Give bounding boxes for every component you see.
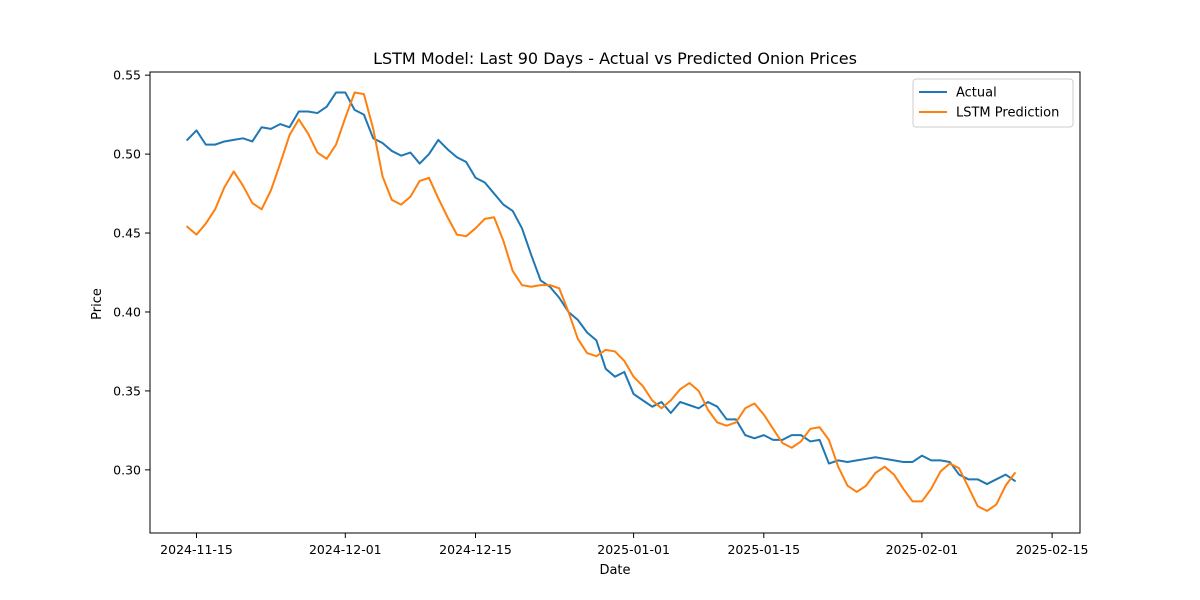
y-tick-label: 0.40 [113, 304, 141, 319]
x-tick-label: 2025-01-01 [597, 542, 670, 557]
legend-box [912, 78, 1074, 128]
x-tick-label: 2024-12-01 [309, 542, 382, 557]
legend-label: Actual [956, 86, 997, 101]
x-tick-label: 2024-11-15 [160, 542, 233, 557]
x-axis: 2024-11-15 2024-12-01 2024-12-15 2025-01-01… [160, 533, 1088, 557]
series-line-prediction [186, 91, 1016, 512]
legend-label: LSTM Prediction [956, 106, 1059, 121]
y-tick-label: 0.45 [113, 226, 141, 241]
y-tick-label: 0.35 [113, 383, 141, 398]
x-tick-label: 2025-01-15 [727, 542, 800, 557]
axes-frame [149, 71, 1081, 534]
y-tick-label: 0.30 [113, 462, 141, 477]
x-axis-label: Date [599, 563, 630, 578]
series-line-actual [186, 91, 1016, 486]
x-tick-label: 2025-02-15 [1016, 542, 1089, 557]
y-axis-label: Price [90, 288, 105, 320]
y-tick-label: 0.50 [113, 147, 141, 162]
legend: Actual LSTM Prediction [912, 78, 1074, 128]
chart-title: LSTM Model: Last 90 Days - Actual vs Pre… [373, 49, 857, 68]
plot-area [186, 91, 1016, 512]
y-tick-label: 0.55 [113, 68, 141, 83]
y-axis: 0.30 0.35 0.40 0.45 0.50 0.55 [113, 68, 150, 477]
x-tick-label: 2025-02-01 [886, 542, 959, 557]
x-tick-label: 2024-12-15 [439, 542, 512, 557]
